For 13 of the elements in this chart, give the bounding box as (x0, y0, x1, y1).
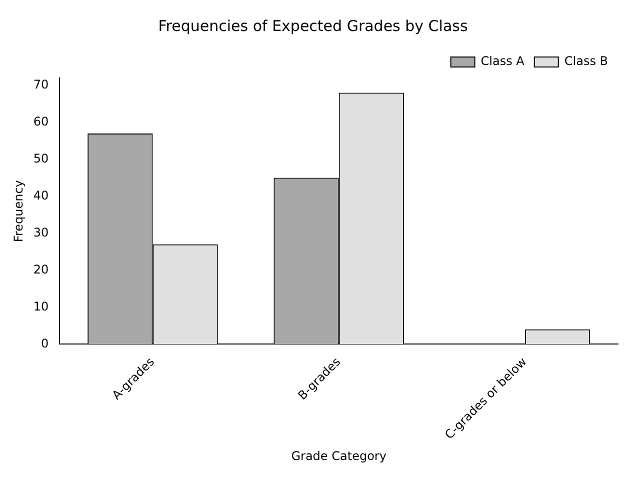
chart-title: Frequencies of Expected Grades by Class (158, 16, 468, 35)
y-tick-label: 40 (33, 188, 49, 202)
legend-label: Class B (564, 54, 608, 68)
x-axis-title: Grade Category (291, 448, 386, 463)
legend-label: Class A (480, 54, 526, 68)
y-tick-label: 10 (33, 299, 49, 314)
y-tick-label: 20 (33, 262, 49, 276)
y-axis-title: Frequency (11, 180, 26, 242)
y-tick-label: 50 (33, 151, 49, 166)
y-tick-label: 30 (33, 225, 49, 240)
y-tick-label: 70 (33, 78, 49, 92)
y-tick-label: 60 (33, 114, 49, 128)
y-tick-label: 0 (41, 336, 49, 350)
